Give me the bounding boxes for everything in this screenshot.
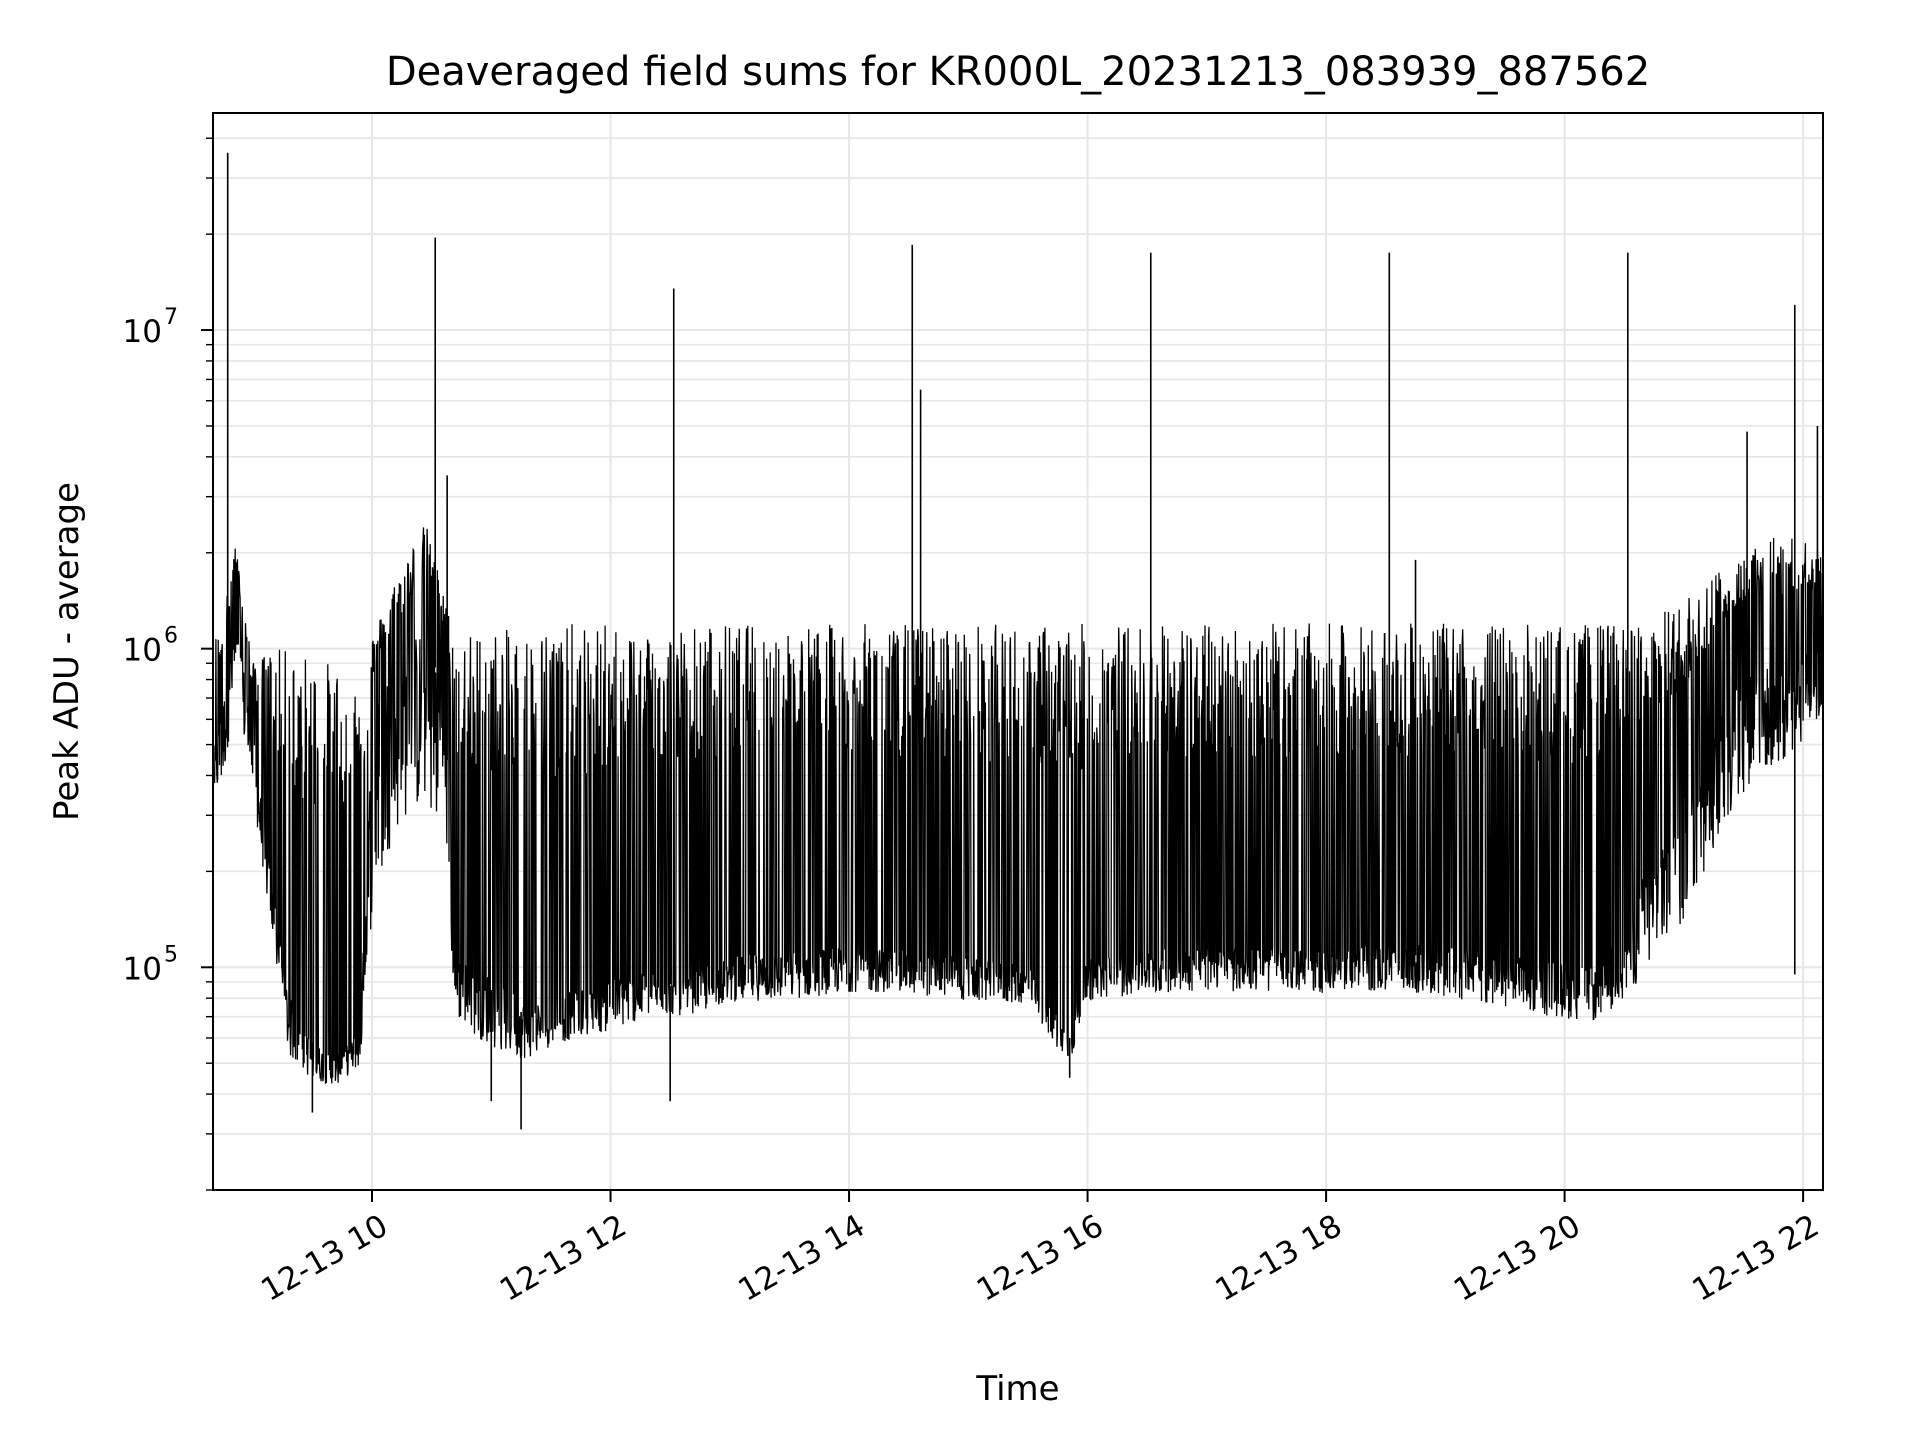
y-axis-label: Peak ADU - average (47, 482, 87, 821)
y-tick-label: 10 7 (123, 305, 178, 350)
plot-frame (212, 112, 1824, 1191)
y-tick-label: 10 6 (123, 624, 178, 669)
y-tick-exponent: 5 (164, 942, 178, 967)
data-series (213, 152, 1823, 1130)
y-tick-exponent: 7 (164, 305, 178, 330)
chart-title: Deaveraged field sums for KR000L_2023121… (386, 49, 1650, 95)
x-axis-label: Time (975, 1369, 1059, 1409)
series-group (213, 152, 1823, 1130)
series-line (213, 527, 1823, 1085)
y-tick-base: 10 (123, 633, 162, 669)
y-tick-exponent: 6 (164, 624, 178, 649)
y-tick-base: 10 (123, 314, 162, 350)
y-tick-base: 10 (123, 951, 162, 987)
y-tick-label: 10 5 (123, 942, 178, 987)
